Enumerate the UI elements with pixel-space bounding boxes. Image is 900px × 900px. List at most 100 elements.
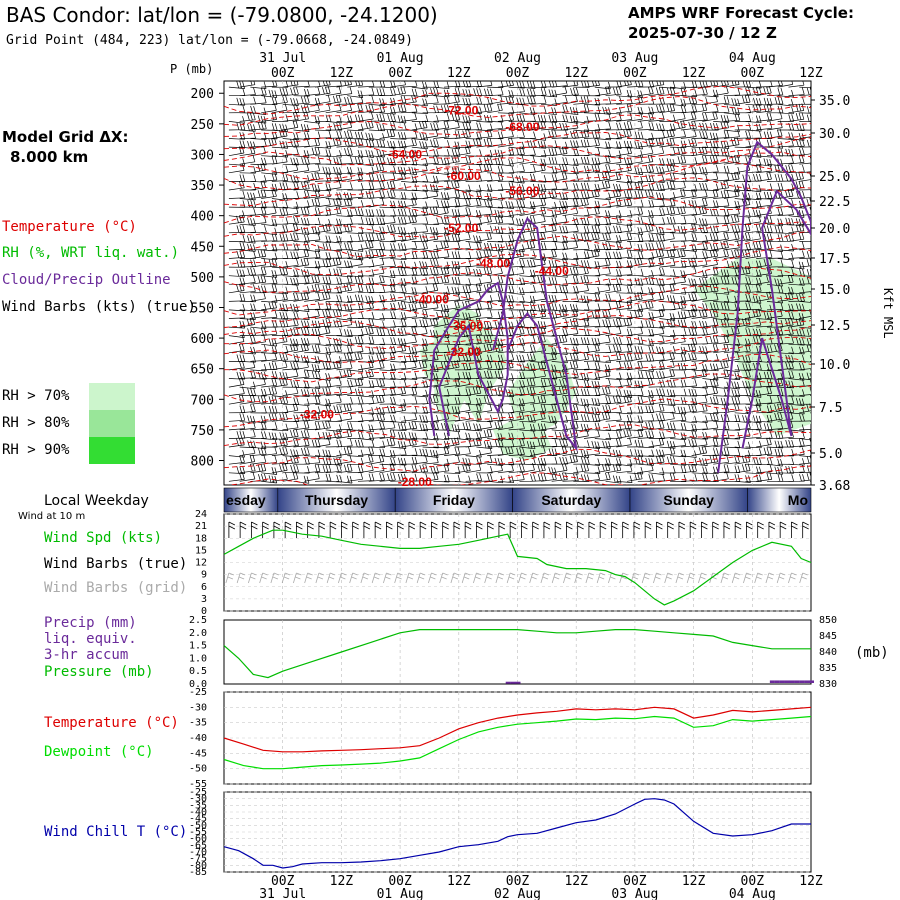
wind-barb <box>691 285 708 294</box>
wind-barb <box>745 209 762 218</box>
wind-barb <box>401 387 418 396</box>
wind-barb <box>390 328 407 336</box>
wind-barb <box>745 398 762 407</box>
wind-barb <box>508 218 525 227</box>
wind-barb <box>573 191 590 199</box>
wind-barb <box>497 294 515 303</box>
wind-barb <box>659 422 676 431</box>
wind-barb <box>734 197 751 208</box>
temperature-contour-label: -68.00 <box>505 120 539 134</box>
wind-barb <box>616 464 633 474</box>
surface-wind-barb <box>487 521 494 538</box>
wind-barb <box>379 270 396 278</box>
wind-barb <box>766 295 784 304</box>
wind-barb <box>368 133 385 141</box>
wind-barb <box>691 205 708 217</box>
wind-barb <box>745 457 762 466</box>
wind-barb <box>562 360 579 371</box>
wind-barb <box>433 113 450 122</box>
legend-rh80: RH > 80% <box>2 415 70 431</box>
wind-barb <box>702 257 718 268</box>
wind-barb <box>562 318 579 328</box>
bottom-hour-label: 00Z <box>623 874 647 889</box>
wind-barb <box>594 355 611 364</box>
wind-barb <box>659 128 675 139</box>
wind-barb <box>411 414 429 423</box>
pressure-tick-label: 600 <box>191 332 214 347</box>
wind-barb <box>809 146 811 148</box>
wind-barb <box>250 267 267 277</box>
wind-barb <box>368 394 385 405</box>
grid-wind-barb <box>405 572 415 584</box>
wind-barb <box>799 139 811 148</box>
wind-barb <box>433 216 450 225</box>
wind-barb <box>713 276 730 285</box>
surface-wind-barb <box>476 521 483 538</box>
wind-barb <box>304 284 321 294</box>
wind-barb <box>325 103 342 114</box>
wind-barb <box>530 120 547 131</box>
wind-barb <box>401 448 418 456</box>
wind-barb <box>659 379 676 388</box>
surface-wind-barb <box>757 521 764 538</box>
wind-barb <box>637 122 655 131</box>
wind-barb <box>702 148 719 157</box>
weekday-cell <box>277 487 396 513</box>
wind-barb <box>401 197 417 208</box>
wind-barb <box>530 423 547 431</box>
wind-barb <box>788 112 805 122</box>
wind-barb <box>465 473 482 482</box>
wind-barb <box>766 458 783 467</box>
wind-barb <box>702 155 719 165</box>
wind-barb <box>670 249 686 259</box>
wind-barb <box>487 215 504 225</box>
wind-barb <box>271 103 288 114</box>
wind-barb <box>357 120 374 131</box>
wind-barb <box>573 156 590 165</box>
wind-barb <box>433 317 449 328</box>
wind-barb <box>465 308 482 319</box>
wind-barb <box>519 462 535 474</box>
windchill-line <box>223 798 811 869</box>
wind-barb <box>648 226 665 235</box>
wind-barb <box>411 370 429 379</box>
wind-barb <box>325 309 342 319</box>
bottom-date-label: 31 Jul <box>259 887 306 900</box>
wind-barb <box>766 87 784 97</box>
wind-barb <box>809 386 811 388</box>
wind-barb <box>411 360 428 371</box>
wind-barb <box>616 317 633 328</box>
wind-barb <box>454 371 472 380</box>
wind-barb <box>476 321 493 330</box>
wind-barb <box>799 136 811 139</box>
wind-barb <box>573 414 590 422</box>
grid-wind-barb <box>281 572 291 584</box>
temperature-contour-label: -52.00 <box>444 221 478 235</box>
wind-barb <box>336 303 353 312</box>
weekday-bar: esday Thursday Friday Saturday Sunday Mo <box>223 487 812 513</box>
wind-barb <box>583 472 600 482</box>
pressure-unit-label: (mb) <box>855 645 889 661</box>
wind-barb <box>616 377 633 388</box>
wind-barb <box>723 396 741 405</box>
wind-barb <box>734 81 752 88</box>
wind-barb <box>379 405 396 414</box>
wind-barb <box>627 406 644 414</box>
wind-barb <box>573 81 590 88</box>
wind-barb <box>390 166 407 175</box>
precip-sublabel-1: liq. equiv. <box>44 631 137 647</box>
wind-barb <box>583 157 601 166</box>
wind-barb <box>691 122 708 131</box>
wind-barb <box>239 225 256 234</box>
weekday-cell <box>512 487 631 513</box>
wind-barb <box>282 157 299 166</box>
wind-barb <box>444 388 461 396</box>
wind-barb <box>401 215 417 225</box>
wind-barb <box>551 181 568 191</box>
wind-barb <box>422 472 439 482</box>
wind-barb <box>583 248 600 259</box>
wind-barb <box>314 173 332 182</box>
wind-barb <box>411 141 428 150</box>
wind-barb <box>454 278 472 286</box>
wind-barb <box>583 225 601 234</box>
